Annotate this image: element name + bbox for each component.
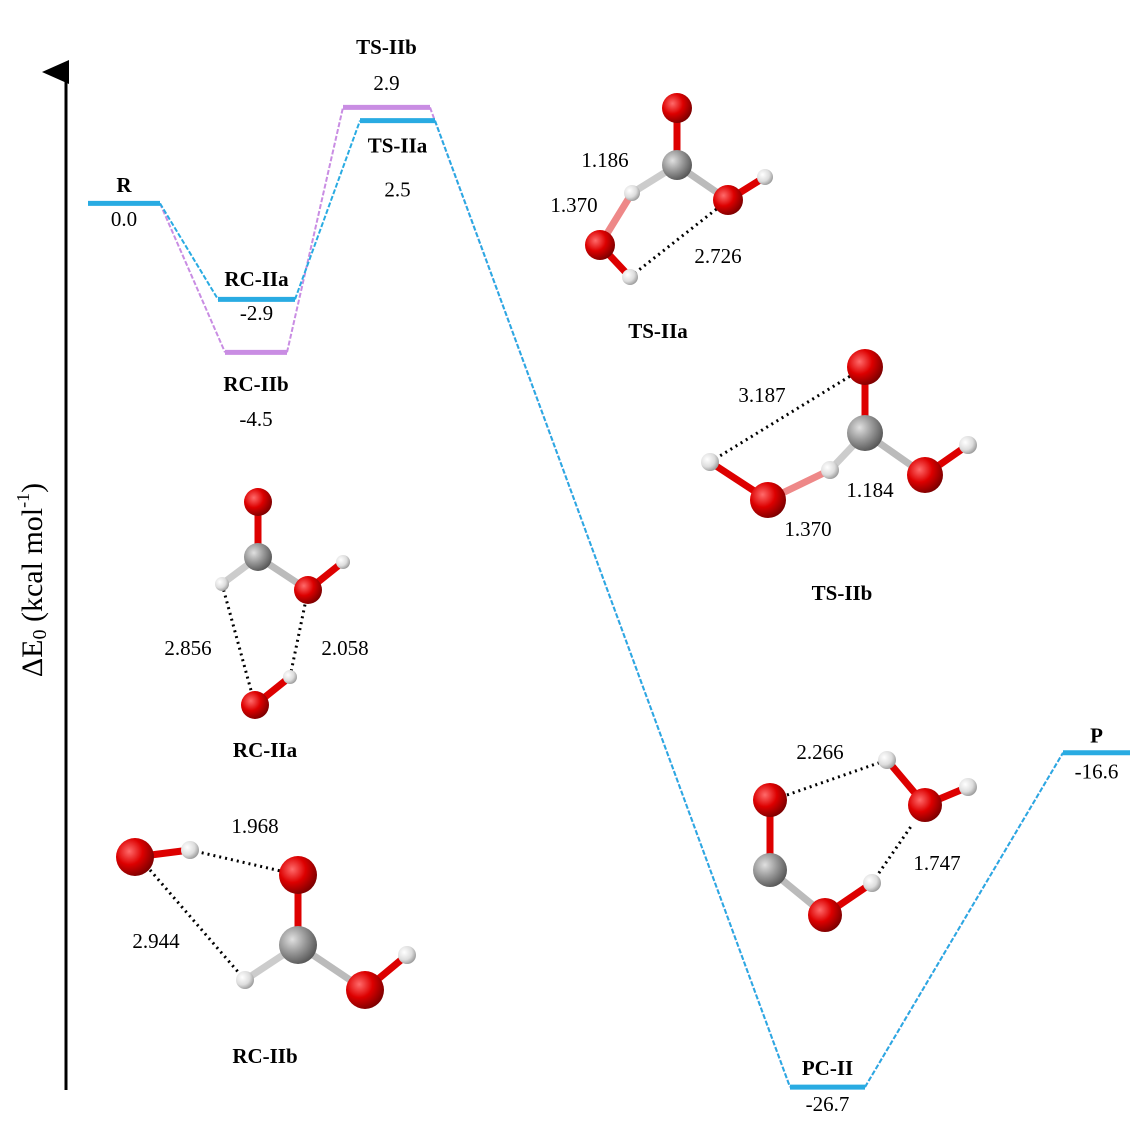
connector: [160, 203, 218, 299]
connector: [160, 203, 225, 352]
y-label-sup: -1: [13, 493, 33, 508]
distance: 2.266: [796, 740, 843, 764]
structure-name: TS-IIb: [812, 581, 873, 605]
y-label-part: ΔE: [16, 640, 49, 678]
level-value: 0.0: [111, 207, 137, 231]
connector: [295, 121, 360, 300]
distance: 2.944: [132, 929, 180, 953]
level-name: RC-IIa: [224, 267, 289, 291]
level-value: -16.6: [1075, 760, 1119, 784]
distance: 1.747: [913, 851, 960, 875]
distance: 2.058: [321, 636, 368, 660]
distance: 1.184: [846, 478, 894, 502]
y-label-sub: 0: [29, 630, 51, 640]
level-value: 2.5: [384, 177, 410, 201]
distance: 1.186: [581, 148, 628, 172]
molecule: 2.266 1.747: [753, 740, 977, 932]
distance: 1.370: [784, 517, 831, 541]
level-name: P: [1090, 724, 1103, 748]
level-value: -4.5: [239, 407, 272, 431]
structure-name: RC-IIa: [233, 738, 298, 762]
chart: ΔE0 (kcal mol-1) 1.186 1.370 2.726 TS-II…: [0, 0, 1130, 1122]
level-name: TS-IIa: [368, 133, 428, 157]
y-label-part: (kcal mol: [16, 508, 49, 630]
y-axis-label: ΔE0 (kcal mol-1): [13, 483, 50, 677]
distance: 3.187: [738, 383, 785, 407]
level-name: RC-IIb: [223, 372, 288, 396]
molecule: 2.856 2.058 RC-IIa: [164, 488, 368, 762]
distance: 1.370: [550, 193, 597, 217]
level-value: -2.9: [240, 301, 273, 325]
molecule: 1.186 1.370 2.726 TS-IIa: [550, 93, 773, 343]
distance: 2.726: [694, 244, 741, 268]
distance: 2.856: [164, 636, 211, 660]
level-name: PC-II: [802, 1056, 853, 1080]
y-label-part: ): [16, 483, 49, 493]
structure-name: TS-IIa: [628, 319, 688, 343]
level-value: -26.7: [806, 1092, 850, 1116]
connector: [287, 107, 343, 352]
molecule: 1.968 2.944 RC-IIb: [116, 814, 416, 1068]
level-value: 2.9: [373, 71, 399, 95]
connector: [865, 753, 1063, 1087]
distance: 1.968: [231, 814, 278, 838]
structure-name: RC-IIb: [232, 1044, 297, 1068]
level-name: TS-IIb: [356, 35, 417, 59]
level-name: R: [116, 173, 132, 197]
molecule: 3.187 1.184 1.370 TS-IIb: [701, 349, 977, 605]
